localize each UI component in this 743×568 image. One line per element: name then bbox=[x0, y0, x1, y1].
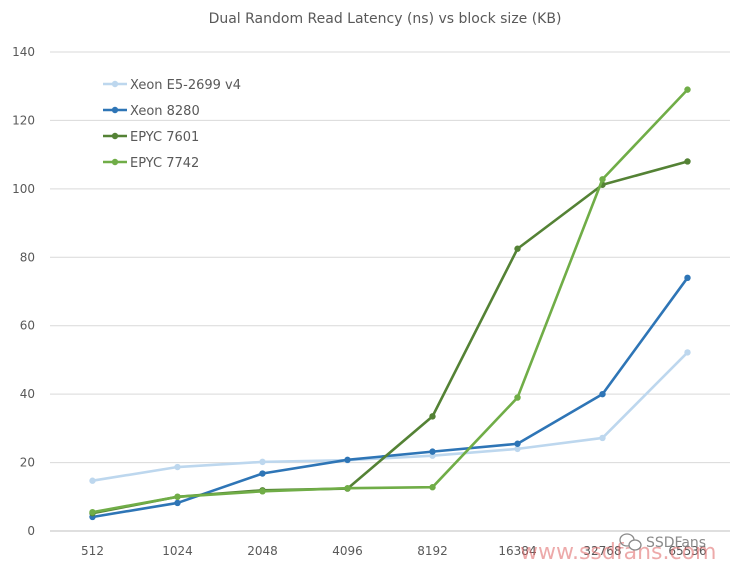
x-tick-label: 4096 bbox=[332, 544, 363, 558]
data-point bbox=[174, 463, 181, 471]
legend-item: Xeon 8280 bbox=[103, 104, 200, 119]
data-point bbox=[599, 176, 606, 183]
x-tick-label: 512 bbox=[81, 544, 104, 558]
data-point bbox=[259, 488, 266, 495]
series-line bbox=[92, 88, 689, 514]
x-tick-label: 16384 bbox=[498, 544, 536, 558]
x-tick-label: 65536 bbox=[668, 544, 706, 558]
data-point bbox=[89, 508, 96, 516]
data-point bbox=[599, 434, 606, 442]
data-point bbox=[344, 485, 351, 492]
watermark-url: www.ssdfans.com bbox=[520, 540, 716, 565]
y-tick-label: 40 bbox=[20, 387, 35, 401]
y-tick-label: 20 bbox=[20, 456, 35, 470]
series-line bbox=[92, 351, 689, 482]
data-point bbox=[429, 413, 436, 420]
data-point bbox=[514, 445, 521, 453]
watermark-label: SSDFans bbox=[646, 535, 706, 551]
data-point bbox=[514, 440, 521, 447]
x-tick-label: 1024 bbox=[162, 544, 193, 558]
series-lines bbox=[89, 86, 691, 521]
y-tick-label: 80 bbox=[20, 250, 35, 264]
legend-marker bbox=[111, 132, 119, 140]
x-tick-label: 2048 bbox=[247, 544, 278, 558]
data-point bbox=[174, 493, 181, 500]
y-tick-label: 140 bbox=[12, 45, 35, 59]
data-point bbox=[344, 456, 351, 464]
data-point bbox=[259, 470, 266, 477]
legend-label: EPYC 7742 bbox=[130, 156, 199, 171]
legend-label: EPYC 7601 bbox=[130, 130, 199, 145]
data-point bbox=[429, 448, 436, 455]
data-point bbox=[684, 158, 691, 165]
y-tick-label: 60 bbox=[20, 319, 35, 333]
y-tick-label: 120 bbox=[12, 113, 35, 127]
legend: Xeon E5-2699 v4 Xeon 8280 EPYC 7601 EPYC 77… bbox=[103, 78, 241, 171]
data-point bbox=[429, 484, 436, 491]
data-point bbox=[514, 245, 521, 252]
data-point bbox=[514, 394, 521, 401]
series-epyc-7742 bbox=[89, 86, 691, 516]
grid-lines bbox=[50, 51, 730, 532]
x-tick-label: 32768 bbox=[583, 544, 621, 558]
legend-marker bbox=[111, 80, 119, 88]
data-point bbox=[684, 274, 691, 282]
legend-label: Xeon E5-2699 v4 bbox=[130, 78, 241, 93]
wechat-icon bbox=[619, 533, 642, 551]
x-tick-label: 8192 bbox=[417, 544, 448, 558]
watermark: www.ssdfans.com SSDFans bbox=[520, 533, 716, 565]
data-point bbox=[89, 477, 96, 484]
legend-label: Xeon 8280 bbox=[130, 104, 200, 119]
data-point bbox=[174, 499, 181, 507]
data-point bbox=[684, 86, 691, 93]
legend-item: Xeon E5-2699 v4 bbox=[103, 78, 241, 93]
data-point bbox=[684, 349, 691, 356]
series-line bbox=[92, 160, 688, 515]
y-tick-label: 0 bbox=[27, 524, 35, 538]
y-axis-ticks: 0 20 40 60 80 100 120 140 bbox=[12, 45, 35, 538]
data-point bbox=[259, 458, 266, 466]
chart-title: Dual Random Read Latency (ns) vs block s… bbox=[209, 11, 562, 27]
legend-item: EPYC 7742 bbox=[103, 156, 199, 171]
legend-marker bbox=[111, 158, 119, 166]
series-xeon-e5-2699-v4 bbox=[89, 349, 691, 484]
x-axis-ticks: 512 1024 2048 4096 8192 16384 32768 65536 bbox=[81, 544, 707, 558]
y-tick-label: 100 bbox=[12, 182, 35, 196]
data-point bbox=[599, 390, 606, 398]
legend-marker bbox=[111, 106, 119, 114]
series-xeon-8280 bbox=[89, 274, 691, 521]
series-line bbox=[92, 277, 689, 519]
legend-item: EPYC 7601 bbox=[103, 130, 199, 145]
